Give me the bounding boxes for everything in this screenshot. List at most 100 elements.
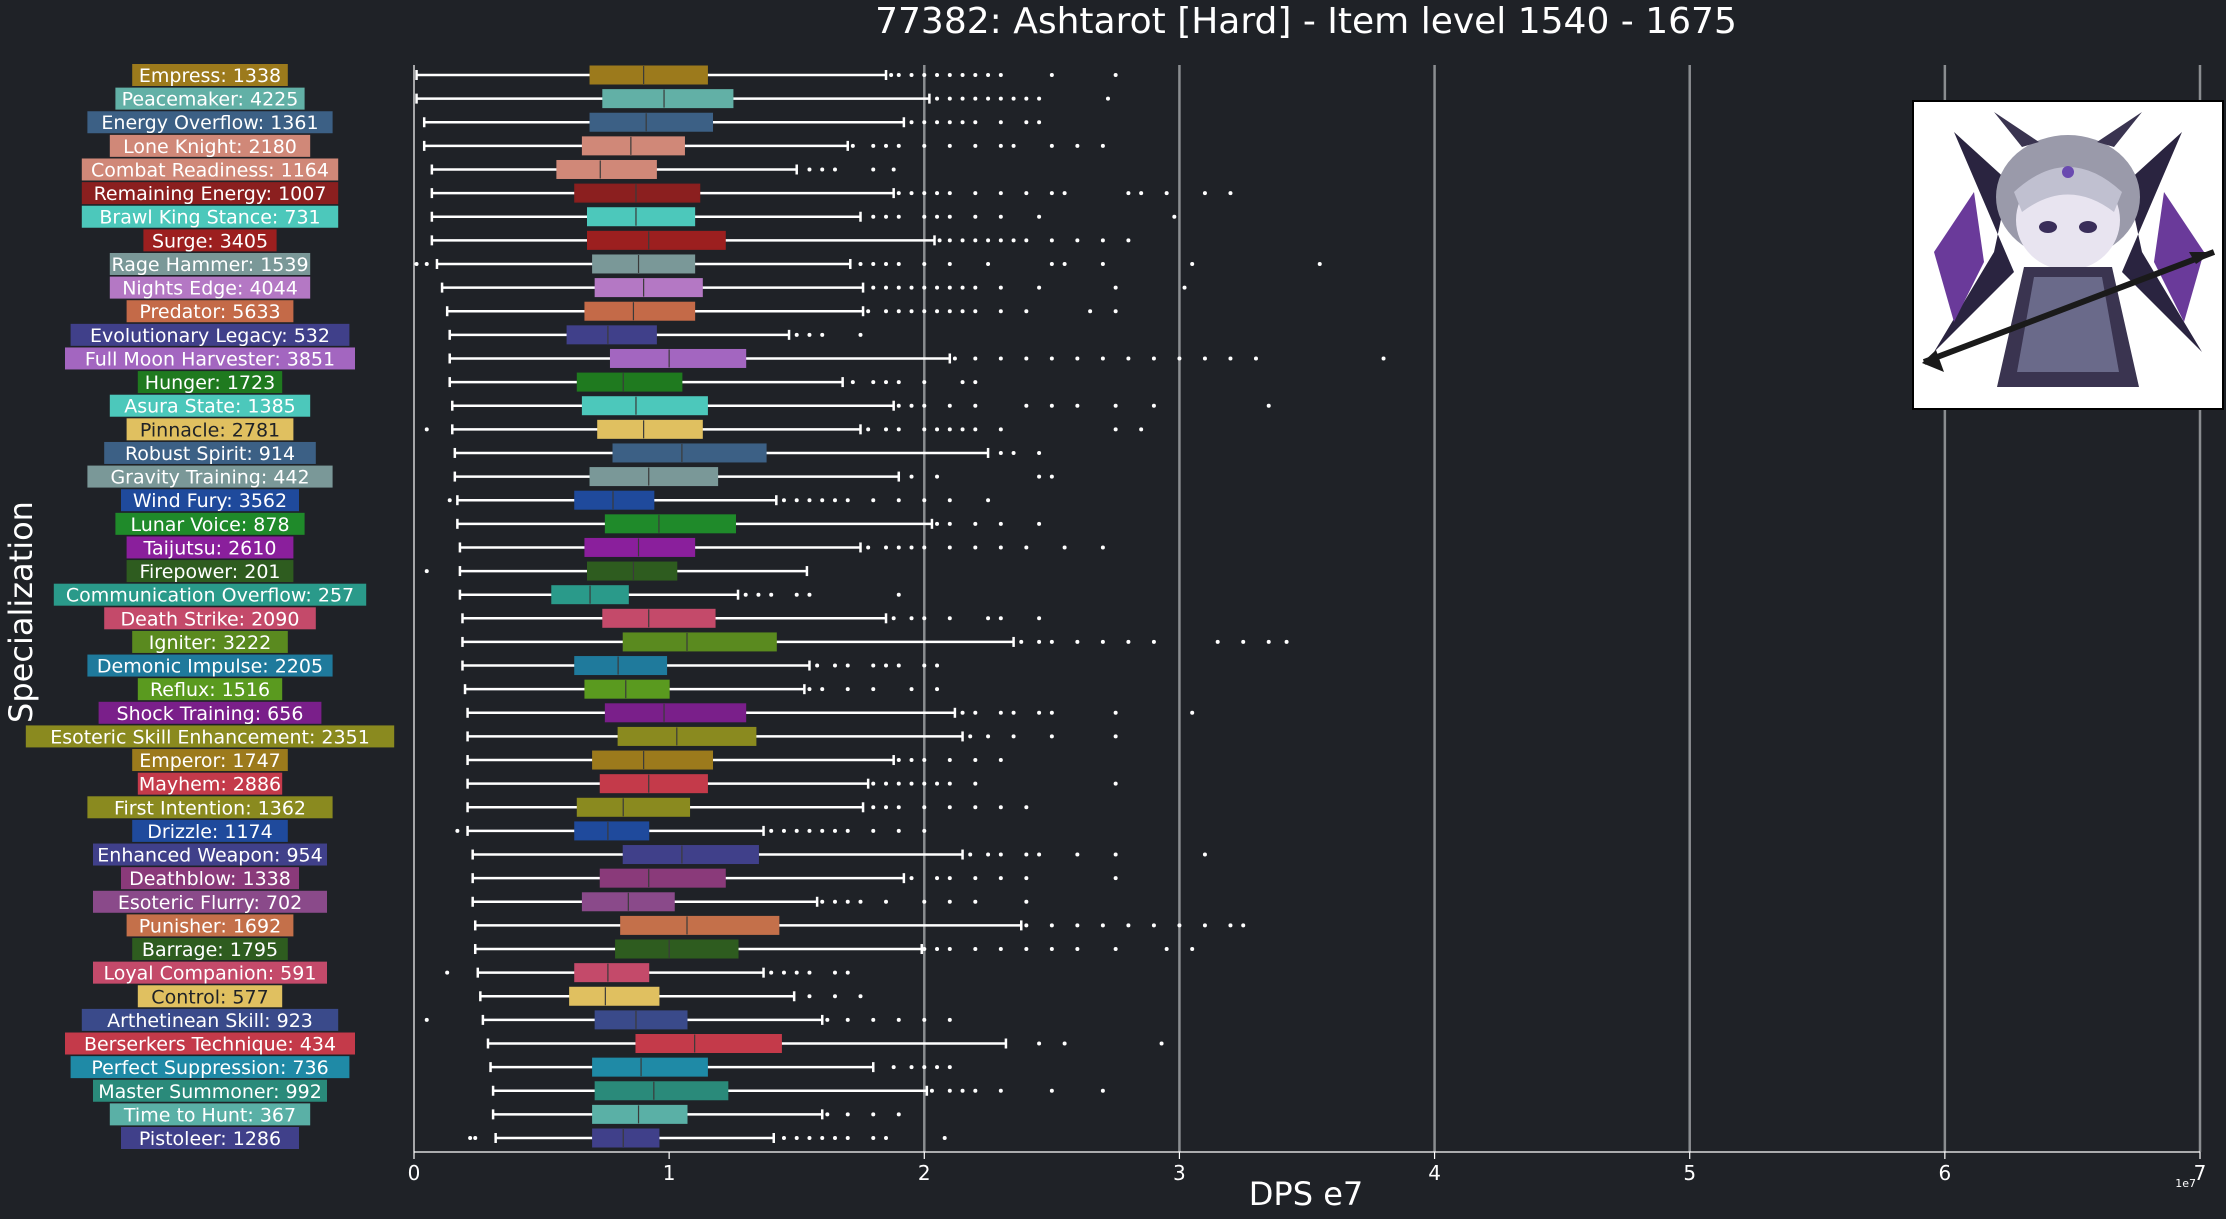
flier-point — [947, 781, 952, 786]
flier-point — [1228, 356, 1233, 361]
flier-point — [998, 876, 1003, 881]
box-group — [430, 159, 896, 179]
flier-point — [973, 947, 978, 952]
flier-point — [1037, 450, 1042, 455]
flier-point — [896, 191, 901, 196]
flier-point — [781, 828, 786, 833]
flier-point — [998, 427, 1003, 432]
category-label-bg — [93, 1079, 327, 1102]
flier-point — [998, 356, 1003, 361]
flier-point — [922, 899, 927, 904]
flier-point — [871, 781, 876, 786]
flier-point — [998, 710, 1003, 715]
flier-point — [794, 498, 799, 503]
category-label: Pistoleer: 1286 — [121, 1127, 299, 1150]
flier-point — [445, 970, 450, 975]
category-label: Death Strike: 2090 — [104, 607, 316, 630]
flier-point — [1381, 356, 1386, 361]
flier-point — [935, 947, 940, 952]
flier-point — [947, 1088, 952, 1093]
flier-point — [871, 380, 876, 385]
flier-point — [1177, 356, 1182, 361]
flier-point — [832, 899, 837, 904]
flier-point — [896, 143, 901, 148]
flier-point — [1151, 356, 1156, 361]
box-group — [448, 325, 863, 345]
flier-point — [952, 356, 957, 361]
flier-point — [1024, 356, 1029, 361]
flier-point — [447, 498, 452, 503]
category-label: Nights Edge: 4044 — [109, 276, 311, 300]
flier-point — [947, 805, 952, 810]
flier-point — [850, 143, 855, 148]
flier-point — [807, 687, 812, 692]
category-label-bg — [109, 1103, 311, 1126]
box-group — [456, 514, 1042, 534]
flier-point — [947, 96, 952, 101]
box-group — [473, 939, 1195, 959]
flier-point — [922, 828, 927, 833]
flier-point — [1228, 923, 1233, 928]
box — [569, 986, 660, 1006]
flier-point — [424, 569, 429, 574]
category-label: Esoteric Flurry: 702 — [93, 890, 327, 914]
category-label-bg — [137, 772, 283, 795]
flier-point — [1062, 545, 1067, 550]
flier-point — [1037, 710, 1042, 715]
category-label-bg — [25, 725, 395, 748]
flier-point — [1049, 639, 1054, 644]
flier-point — [1182, 285, 1187, 290]
flier-point — [1126, 191, 1131, 196]
category-label-text: Lunar Voice: 878 — [130, 514, 289, 536]
flier-point — [998, 96, 1003, 101]
x-tick-label: 0 — [408, 1161, 421, 1185]
flier-point — [1139, 427, 1144, 432]
box-group — [491, 1104, 901, 1124]
flier-point — [769, 592, 774, 597]
box — [620, 915, 780, 935]
category-label: Hunger: 1723 — [137, 371, 283, 394]
category-label: First Intention: 1362 — [87, 796, 333, 819]
flier-point — [935, 285, 940, 290]
category-label-bg — [65, 1032, 355, 1055]
flier-point — [1266, 639, 1271, 644]
flier-point — [871, 1017, 876, 1022]
flier-point — [468, 1136, 473, 1140]
box — [584, 679, 670, 699]
category-label: Robust Spirit: 914 — [104, 441, 316, 465]
flier-point — [769, 970, 774, 975]
category-label: Drizzle: 1174 — [132, 819, 288, 843]
flier-point — [922, 73, 927, 77]
flier-point — [935, 781, 940, 786]
category-label-text: Loyal Companion: 591 — [104, 963, 317, 985]
box-group — [489, 1057, 952, 1077]
box — [584, 301, 696, 321]
box — [576, 372, 683, 392]
flier-point — [986, 498, 991, 503]
flier-point — [794, 828, 799, 833]
flier-point — [947, 238, 952, 243]
flier-point — [884, 1136, 889, 1140]
category-label-text: Taijutsu: 2610 — [143, 537, 277, 559]
category-label: Communication Overflow: 257 — [53, 583, 367, 607]
flier-point — [935, 876, 940, 881]
box — [556, 159, 657, 179]
box — [594, 1010, 688, 1030]
flier-point — [922, 498, 927, 503]
flier-point — [986, 73, 991, 77]
box-group — [445, 301, 1118, 321]
box-group — [430, 183, 1233, 203]
category-label-bg — [87, 465, 333, 488]
flier-point — [1049, 403, 1054, 408]
flier-point — [947, 521, 952, 526]
flier-point — [998, 73, 1003, 77]
box-group — [424, 419, 1144, 439]
flier-point — [960, 380, 965, 385]
flier-point — [973, 427, 978, 432]
flier-point — [891, 1065, 896, 1070]
chart-title: 77382: Ashtarot [Hard] - Item level 1540… — [875, 1, 1737, 42]
box — [594, 1081, 729, 1101]
flier-point — [781, 498, 786, 503]
box — [574, 490, 655, 510]
flier-point — [922, 309, 927, 314]
